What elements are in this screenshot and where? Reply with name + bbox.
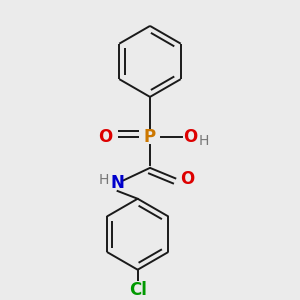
Text: O: O (98, 128, 112, 146)
Text: H: H (98, 173, 109, 187)
Text: Cl: Cl (129, 281, 147, 299)
Text: H: H (198, 134, 208, 148)
Text: P: P (144, 128, 156, 146)
Text: O: O (183, 128, 197, 146)
Text: O: O (180, 170, 194, 188)
Text: N: N (111, 174, 124, 192)
